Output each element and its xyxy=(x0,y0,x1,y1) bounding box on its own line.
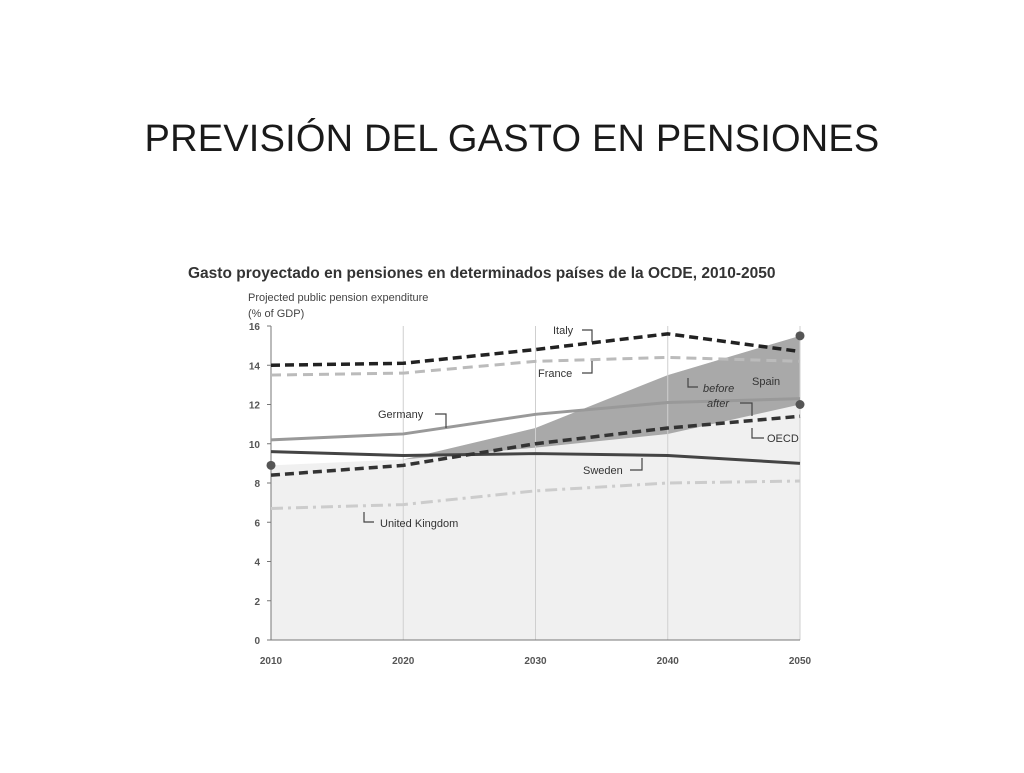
series-line-france xyxy=(270,355,801,377)
leader-germany xyxy=(435,413,447,428)
y-tick-label: 10 xyxy=(249,440,261,451)
y-tick-label: 12 xyxy=(249,401,261,412)
y-tick-label: 6 xyxy=(254,518,260,529)
leader-sweden xyxy=(630,458,643,471)
x-tick-label: 2040 xyxy=(657,656,680,667)
label-france: France xyxy=(538,368,572,380)
leader-italy xyxy=(582,329,593,342)
series-line-italy xyxy=(270,332,801,367)
x-tick-label: 2010 xyxy=(260,656,283,667)
leader-united-kingdom xyxy=(363,512,374,523)
label-spain: Spain xyxy=(752,376,780,388)
label-after: after xyxy=(707,398,730,410)
x-tick-label: 2020 xyxy=(392,656,415,667)
y-axis-label-line1: Projected public pension expenditure xyxy=(248,292,428,304)
leader-france xyxy=(582,361,593,374)
y-tick-label: 0 xyxy=(254,636,260,647)
y-axis-label-line2: (% of GDP) xyxy=(248,308,304,320)
label-italy: Italy xyxy=(553,325,574,337)
spain-before-end-dot xyxy=(795,331,805,341)
y-tick-label: 4 xyxy=(254,558,260,569)
y-tick-label: 14 xyxy=(249,361,261,372)
y-tick-label: 16 xyxy=(249,322,261,333)
label-oecd: OECD xyxy=(767,433,799,445)
y-tick-label: 2 xyxy=(254,597,260,608)
leader-oecd xyxy=(751,428,764,439)
slide-title: PREVISIÓN DEL GASTO EN PENSIONES xyxy=(144,118,880,160)
label-before: before xyxy=(703,383,734,395)
series-line-sweden xyxy=(270,450,801,465)
spain-start-dot xyxy=(266,460,276,470)
chart-title: Gasto proyectado en pensiones en determi… xyxy=(188,265,776,282)
label-united-kingdom: United Kingdom xyxy=(380,518,458,530)
y-tick-label: 8 xyxy=(254,479,260,490)
leader-after xyxy=(740,402,753,416)
label-sweden: Sweden xyxy=(583,465,623,477)
label-germany: Germany xyxy=(378,409,424,421)
series-line-germany xyxy=(270,397,801,442)
leader-before xyxy=(687,378,698,388)
plot-area: 0 2 4 6 8 10 12 14 16 2010 2020 2030 2040 2050 Italy Fr… xyxy=(249,322,812,667)
x-tick-label: 2030 xyxy=(524,656,547,667)
series-line-oecd xyxy=(270,414,801,477)
x-tick-label: 2050 xyxy=(789,656,812,667)
spain-after-end-dot xyxy=(795,400,805,409)
